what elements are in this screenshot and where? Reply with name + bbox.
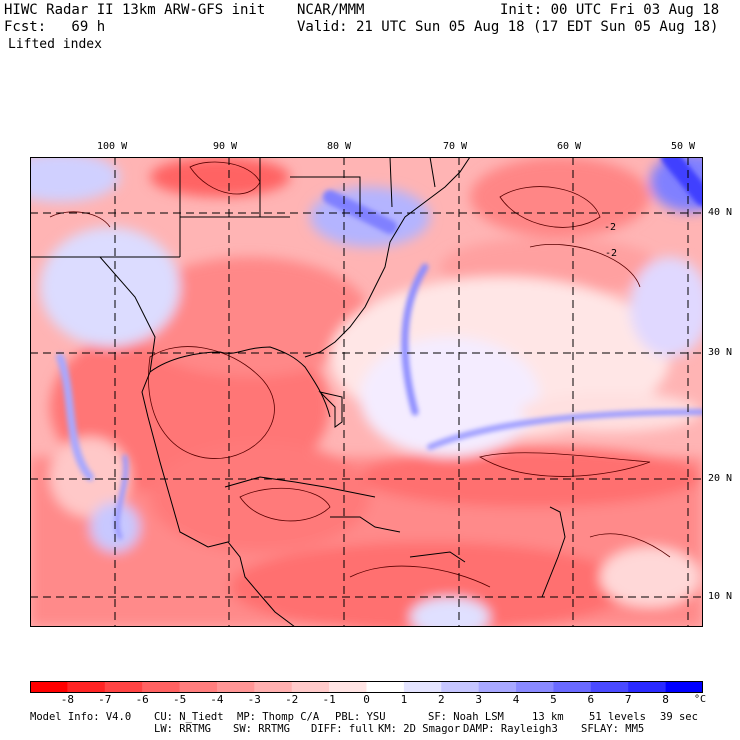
colorbar-swatch [628,681,667,693]
colorbar-frame [30,681,703,693]
organization-label: NCAR/MMM [297,2,365,18]
footer-damping: DAMP: Rayleigh3 [463,723,558,735]
forecast-hour: Fcst: 69 h [4,19,106,35]
lat-label-10n: 10 N [708,591,733,602]
colorbar-tick-label: -7 [98,693,112,706]
colorbar-tick-label: -4 [210,693,224,706]
footer-model-info: Model Info: V4.0 [30,711,132,723]
colorbar-swatch [366,681,405,693]
graticule [30,157,703,627]
contour-label: -2 [605,248,617,259]
footer-longwave: LW: RRTMG [154,723,211,735]
map-frame [30,157,703,627]
colorbar-swatch [665,681,703,693]
footer-surface: SF: Noah LSM [428,711,504,723]
lat-label-40n: 40 N [708,207,733,218]
valid-time: Valid: 21 UTC Sun 05 Aug 18 (17 EDT Sun … [297,19,719,35]
lat-label-20n: 20 N [708,473,733,484]
lon-label-70w: 70 W [443,141,468,152]
colorbar-swatch [216,681,255,693]
colorbar-swatch [516,681,554,693]
colorbar-swatch [590,681,629,693]
colorbar-tick-label: -1 [322,693,336,706]
colorbar-unit: °C [694,694,707,705]
lon-label-50w: 50 W [671,141,696,152]
colorbar-tick-label: -8 [60,693,75,706]
colorbar-swatch [179,681,218,693]
footer-sflay: SFLAY: MM5 [581,723,645,735]
colorbar-tick-label: -6 [135,693,149,706]
colorbar [30,681,703,693]
colorbar-swatch [441,681,480,693]
colorbar-tick-label: 6 [587,693,595,706]
cool-streaks [56,157,703,540]
colorbar-tick-label: 8 [662,693,669,706]
colorbar-swatch [30,681,68,693]
colorbar-swatch [329,681,367,693]
footer-microphysics: MP: Thomp C/A [237,711,320,723]
colorbar-tick-label: -3 [247,693,261,706]
footer-shortwave: SW: RRTMG [233,723,290,735]
lon-label-60w: 60 W [557,141,582,152]
colorbar-tick-label: 0 [363,693,370,706]
footer-diffusion: DIFF: full [311,723,375,735]
model-title: HIWC Radar II 13km ARW-GFS init [4,2,266,18]
colorbar-swatch [553,681,592,693]
footer-levels: 51 levels [589,711,646,723]
colorbar-tick-label: 3 [475,693,482,706]
colorbar-swatch [142,681,181,693]
lon-label-100w: 100 W [97,141,128,152]
lon-label-80w: 80 W [327,141,352,152]
colorbar-swatch [478,681,517,693]
footer-km: KM: 2D Smagor [378,723,461,735]
colorbar-tick-label: -2 [285,693,299,706]
field-name: Lifted index [8,37,102,52]
footer-pbl: PBL: YSU [335,711,386,723]
lat-label-30n: 30 N [708,347,733,358]
colorbar-swatch [254,681,293,693]
footer-cumulus: CU: N_Tiedt [154,711,224,723]
colorbar-swatch [291,681,330,693]
colorbar-tick-label: 7 [624,693,632,706]
colorbar-swatch [104,681,143,693]
colorbar-tick-label: 4 [512,693,520,706]
footer-timestep: 39 sec [660,711,698,723]
colorbar-swatch [403,681,442,693]
init-time: Init: 00 UTC Fri 03 Aug 18 [500,2,720,18]
colorbar-tick-label: 5 [550,693,557,706]
colorbar-tick-label: -5 [172,693,187,706]
colorbar-tick-label: 1 [400,693,408,706]
colorbar-swatch [67,681,106,693]
lon-label-90w: 90 W [213,141,238,152]
footer-resolution: 13 km [532,711,564,723]
coastlines [30,157,566,627]
contour-label: -2 [604,222,616,233]
colorbar-tick-label: 2 [437,693,445,706]
lifted-index-map: -2 -2 [30,157,703,627]
